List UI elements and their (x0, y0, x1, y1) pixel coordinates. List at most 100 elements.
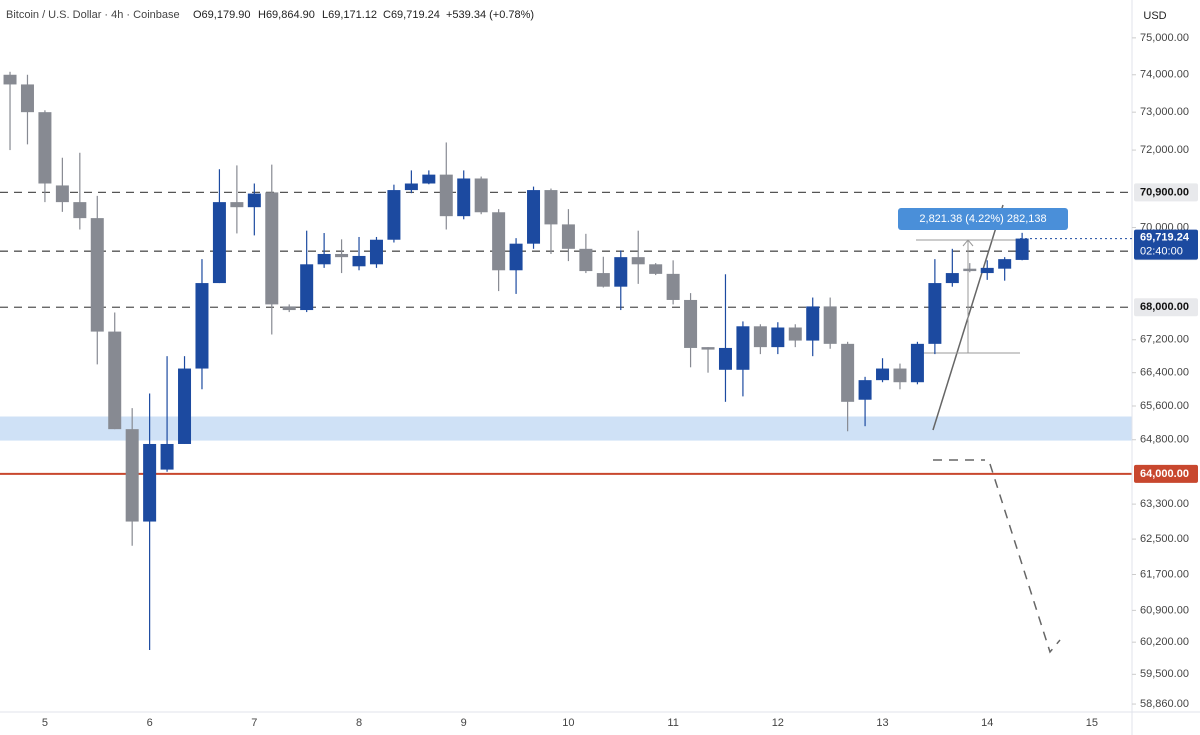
level-badge (1134, 183, 1198, 202)
candle-body (1015, 238, 1029, 260)
candle-body (352, 255, 366, 267)
candle-body (247, 193, 261, 208)
candle-body (910, 343, 924, 383)
candle-body (108, 331, 122, 430)
candle-body (544, 190, 558, 225)
candle-body (753, 326, 767, 348)
y-tick-label: 67,200.00 (1140, 334, 1189, 346)
candle-body (561, 224, 575, 249)
y-tick-label: 72,000.00 (1140, 144, 1189, 156)
ohlc-high: H69,864.90 (258, 9, 315, 21)
candle-body (20, 84, 34, 113)
measure-text: 2,821.38 (4.22%) 282,138 (919, 213, 1046, 225)
candle-body (509, 243, 523, 271)
projection-path (933, 459, 1061, 654)
y-tick-label: 62,500.00 (1140, 533, 1189, 545)
symbol-title: Bitcoin / U.S. Dollar · 4h · Coinbase (6, 9, 180, 21)
currency-label: USD (1143, 10, 1166, 22)
level-badge (1134, 298, 1198, 317)
candle-body (527, 190, 541, 244)
y-tick-label: 63,300.00 (1140, 498, 1189, 510)
y-tick-label: 60,900.00 (1140, 604, 1189, 616)
candle-body (858, 380, 872, 400)
y-tick-label: 60,200.00 (1140, 636, 1189, 648)
last-price-label: 69,719.24 (1140, 231, 1190, 243)
candle-body (387, 190, 401, 240)
candle-body (38, 112, 52, 184)
candle-body (945, 273, 959, 284)
candle-body (666, 273, 680, 300)
y-tick-label: 74,000.00 (1140, 69, 1189, 81)
candle-body (736, 326, 750, 370)
y-tick-label: 65,600.00 (1140, 400, 1189, 412)
candle-body (457, 178, 471, 217)
x-tick-label: 13 (876, 717, 888, 729)
y-tick-label: 66,400.00 (1140, 367, 1189, 379)
candle-body (125, 429, 139, 522)
x-tick-label: 8 (356, 717, 362, 729)
candle-body (631, 257, 645, 265)
ohlc-change: +539.34 (+0.78%) (446, 9, 534, 21)
candle-body (212, 202, 226, 284)
x-tick-label: 6 (147, 717, 153, 729)
candle-body (300, 264, 314, 311)
ohlc-close: C69,719.24 (383, 9, 440, 21)
candle-body (422, 174, 436, 184)
y-tick-label: 58,860.00 (1140, 698, 1189, 710)
countdown-label: 02:40:00 (1140, 245, 1183, 257)
candle-body (492, 212, 506, 271)
candle-body (73, 202, 87, 219)
x-tick-label: 10 (562, 717, 574, 729)
candle-body (841, 343, 855, 402)
y-tick-label: 64,800.00 (1140, 434, 1189, 446)
measure-arrowhead (962, 239, 974, 247)
x-tick-label: 14 (981, 717, 993, 729)
candle-body (596, 273, 610, 287)
candle-body (143, 443, 157, 522)
ohlc-open: O69,179.90 (193, 9, 251, 21)
candle-body (265, 192, 279, 305)
candle-body (160, 443, 174, 470)
candle-body (876, 368, 890, 381)
candle-body (684, 299, 698, 348)
y-tick-label: 61,700.00 (1140, 568, 1189, 580)
candle-body (369, 239, 383, 265)
candle-body (439, 174, 453, 217)
x-tick-label: 5 (42, 717, 48, 729)
candle-body (788, 327, 802, 341)
candle-body (282, 306, 296, 311)
candle-body (823, 306, 837, 344)
measure-box (898, 208, 1068, 230)
candle-body (335, 253, 349, 258)
y-tick-label: 59,500.00 (1140, 668, 1189, 680)
candle-body (404, 183, 418, 191)
candle-body (718, 347, 732, 370)
y-tick-label: 75,000.00 (1140, 32, 1189, 44)
candle-body (579, 248, 593, 272)
ohlc-low: L69,171.12 (322, 9, 377, 21)
candle-body (928, 283, 942, 344)
support-zone (0, 416, 1132, 441)
x-tick-label: 11 (667, 717, 678, 729)
candle-body (195, 283, 209, 369)
candle-body (55, 185, 69, 203)
y-tick-label: 73,000.00 (1140, 106, 1189, 118)
last-price-badge (1134, 229, 1198, 260)
candle-body (963, 268, 977, 272)
candle-body (806, 306, 820, 341)
x-tick-label: 7 (251, 717, 257, 729)
candle-body (474, 178, 488, 213)
x-tick-label: 9 (461, 717, 467, 729)
x-tick-label: 15 (1086, 717, 1098, 729)
candle-body (998, 259, 1012, 269)
candle-body (317, 253, 331, 265)
candle-body (701, 347, 715, 350)
candle-body (90, 218, 104, 332)
candle-body (178, 368, 192, 444)
candle-body (893, 368, 907, 383)
candle-body (980, 267, 994, 274)
level-label: 70,900.00 (1140, 186, 1189, 198)
candle-body (3, 74, 17, 85)
